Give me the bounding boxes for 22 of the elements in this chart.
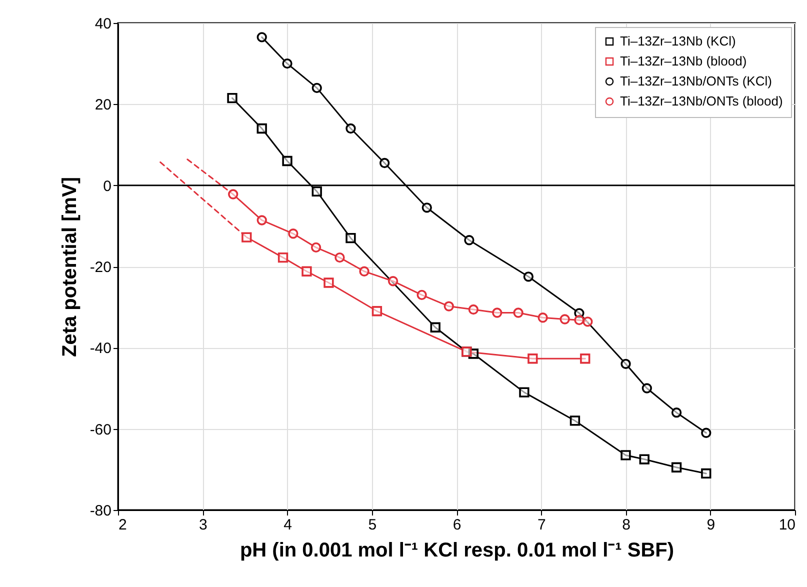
x-axis-title: pH (in 0.001 mol l⁻¹ KCl resp. 0.01 mol l⁻¹ SBF)	[240, 540, 674, 562]
legend-label: Ti–13Zr–13Nb/ONTs (KCl)	[620, 74, 772, 88]
y-tick-label: -60	[90, 421, 112, 438]
x-tick-label: 3	[198, 516, 208, 534]
y-tick-label: -80	[90, 502, 112, 520]
legend-label: Ti–13Zr–13Nb/ONTs (blood)	[620, 94, 783, 108]
x-tick-label: 7	[537, 516, 546, 534]
y-tick-label: -40	[90, 340, 112, 358]
x-tick-label: 8	[622, 516, 630, 534]
x-tick-label: 10	[778, 516, 796, 534]
y-tick-label: 0	[103, 178, 112, 195]
y-tick-label: 20	[94, 96, 112, 114]
x-tick-label: 2	[118, 516, 127, 534]
y-tick-label: -20	[90, 259, 112, 276]
x-tick-label: 9	[706, 516, 716, 534]
x-tick-label: 6	[452, 516, 462, 534]
legend-label: Ti–13Zr–13Nb (KCl)	[620, 34, 736, 48]
y-axis-title: Zeta potential [mV]	[58, 176, 81, 358]
y-tick-label: 40	[94, 16, 112, 32]
legend-label: Ti–13Zr–13Nb (blood)	[620, 54, 747, 68]
x-tick-label: 4	[284, 516, 292, 534]
x-tick-label: 5	[368, 516, 377, 534]
